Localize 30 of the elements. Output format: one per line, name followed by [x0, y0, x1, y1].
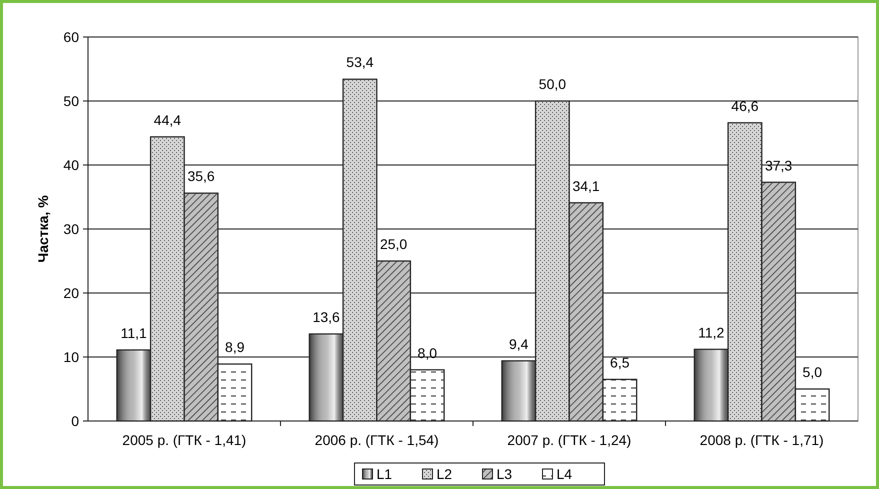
- legend-label: L2: [436, 466, 452, 482]
- y-tick-label: 30: [63, 221, 80, 237]
- data-label: 11,1: [120, 324, 148, 341]
- data-label: 34,1: [572, 178, 600, 194]
- data-label: 13,6: [312, 308, 340, 325]
- data-label: 50,0: [538, 76, 566, 92]
- y-tick-label: 40: [63, 157, 80, 173]
- x-tick-label: 2006 р. (ГТК - 1,54): [314, 432, 439, 448]
- x-tick-label: 2005 р. (ГТК - 1,41): [122, 432, 246, 448]
- data-label: 11,2: [698, 324, 725, 340]
- data-label: 25,0: [380, 236, 408, 252]
- y-tick-label: 0: [71, 413, 80, 429]
- data-label: 44,4: [154, 112, 182, 128]
- legend-label: L4: [556, 466, 572, 482]
- x-tick-label: 2008 р. (ГТК - 1,71): [700, 432, 824, 448]
- data-label: 46,6: [731, 98, 759, 114]
- data-label: 5,0: [802, 364, 822, 380]
- legend-label: L3: [496, 466, 512, 482]
- x-tick-label: 2007 р. (ГТК - 1,24): [507, 432, 632, 448]
- y-axis-title: Частка, %: [35, 194, 51, 263]
- y-tick-label: 50: [63, 93, 80, 109]
- y-tick-label: 60: [63, 29, 80, 45]
- legend-label: L1: [376, 466, 392, 482]
- y-tick-label: 20: [63, 285, 80, 301]
- data-label: 8,9: [225, 339, 245, 356]
- data-label: 9,4: [508, 336, 529, 352]
- data-label: 35,6: [187, 168, 215, 184]
- y-tick-label: 10: [63, 349, 80, 365]
- data-label: 6,5: [610, 354, 630, 370]
- data-label: 53,4: [346, 54, 374, 70]
